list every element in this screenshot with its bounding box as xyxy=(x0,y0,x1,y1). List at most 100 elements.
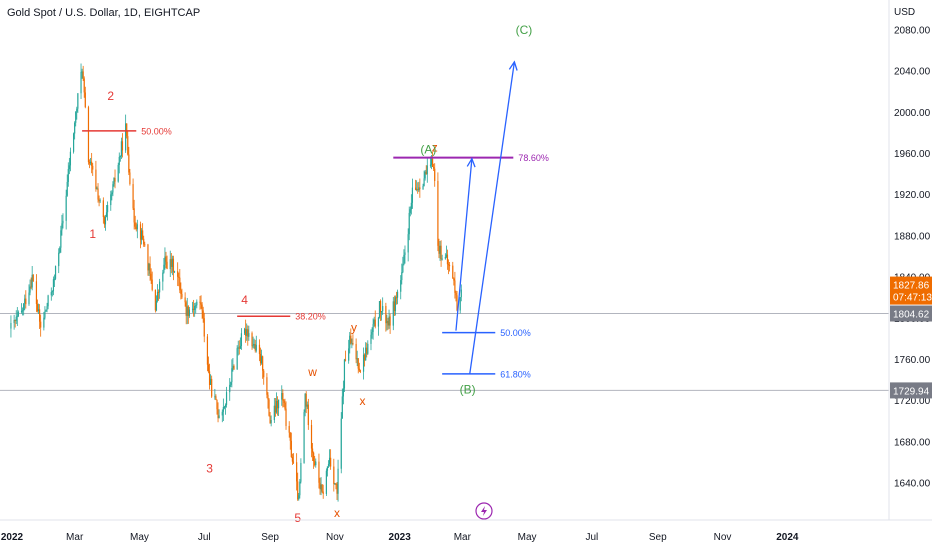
candle-body xyxy=(148,263,150,271)
candle-body xyxy=(201,304,203,311)
candle-body xyxy=(408,212,410,235)
candle-body xyxy=(65,195,67,221)
candle-body xyxy=(67,169,69,182)
x-tick-label: 2023 xyxy=(389,532,412,543)
candle-body xyxy=(134,222,136,227)
candle-body xyxy=(233,365,235,370)
candle-body xyxy=(95,169,97,190)
candle-body xyxy=(320,484,322,490)
candle-body xyxy=(139,224,142,240)
candle-body xyxy=(45,309,47,312)
candle-body xyxy=(244,328,246,334)
candle-body xyxy=(340,418,342,469)
candle-body xyxy=(35,281,38,305)
fib-level-label: 61.80% xyxy=(500,369,531,379)
candle-body xyxy=(46,306,48,310)
candle-body xyxy=(52,279,55,292)
candle-body xyxy=(159,281,161,293)
candle-body xyxy=(291,457,293,462)
candle-body xyxy=(355,343,357,360)
candle-body xyxy=(424,171,426,179)
candle-body xyxy=(191,308,194,310)
candle-body xyxy=(218,415,220,419)
candle-body xyxy=(372,324,374,333)
candle-body xyxy=(378,301,381,318)
candle-body xyxy=(402,264,404,273)
candle-body xyxy=(196,301,198,306)
candle-body xyxy=(58,252,60,267)
x-tick-label: Nov xyxy=(326,532,344,543)
candle-body xyxy=(303,412,305,463)
candle-body xyxy=(17,312,19,316)
candle-body xyxy=(268,399,270,416)
candle-body xyxy=(150,273,152,280)
wave-label: (A) xyxy=(420,143,436,157)
candle-body xyxy=(178,276,180,278)
candle-body xyxy=(43,317,45,328)
candle-body xyxy=(352,343,354,345)
candle-body xyxy=(237,347,239,349)
candle-body xyxy=(276,400,279,409)
candle-body xyxy=(429,164,432,166)
candle-body xyxy=(333,466,335,485)
candle-body xyxy=(68,165,70,170)
candle-body xyxy=(253,344,255,346)
candle-body xyxy=(362,354,365,372)
candle-body xyxy=(381,311,383,313)
candle-body xyxy=(171,258,173,267)
candle-body xyxy=(292,461,295,463)
candle-body xyxy=(440,245,442,259)
candle-body xyxy=(407,234,409,253)
candle-body xyxy=(80,71,82,94)
candle-body xyxy=(77,93,79,109)
candle-body xyxy=(328,457,331,465)
candle-body xyxy=(40,321,42,328)
x-tick-label: 2024 xyxy=(776,532,799,543)
candle-body xyxy=(112,184,114,193)
candle-body xyxy=(165,256,167,262)
y-tick-label: 2000.00 xyxy=(894,108,931,119)
candle-body xyxy=(164,256,166,265)
candle-body xyxy=(177,271,179,277)
candle-body xyxy=(214,396,216,398)
candle-body xyxy=(16,315,18,317)
candle-body xyxy=(269,415,271,424)
candle-body xyxy=(330,457,332,467)
last-price-label: 1827.86 xyxy=(893,281,930,292)
arrow-head xyxy=(508,60,518,71)
candle-body xyxy=(247,329,249,337)
fib-level-label: 50.00% xyxy=(500,328,531,338)
candle-body xyxy=(259,354,262,364)
candle-body xyxy=(452,265,454,279)
candle-body xyxy=(349,335,351,349)
candle-body xyxy=(30,286,32,288)
candle-body xyxy=(410,202,412,210)
x-tick-label: May xyxy=(130,532,149,543)
candle-body xyxy=(258,344,261,355)
candle-body xyxy=(125,123,127,151)
candle-body xyxy=(126,123,128,137)
candle-body xyxy=(231,368,233,383)
candle-body xyxy=(343,359,346,389)
candle-body xyxy=(51,291,53,293)
wave-label: w xyxy=(307,365,317,379)
candle-body xyxy=(157,291,160,293)
candle-body xyxy=(387,320,389,326)
candle-body xyxy=(255,344,257,351)
candle-body xyxy=(417,189,419,191)
candle-body xyxy=(351,343,353,345)
candle-body xyxy=(430,158,433,165)
candle-body xyxy=(14,320,16,322)
wave-label: z xyxy=(432,140,438,154)
candle-body xyxy=(60,230,62,248)
candle-body xyxy=(99,200,101,202)
candle-body xyxy=(54,266,57,279)
candle-body xyxy=(300,462,302,482)
candle-body xyxy=(288,425,290,433)
wave-label: x xyxy=(359,394,365,408)
candle-body xyxy=(370,334,372,344)
candle-body xyxy=(133,208,135,223)
y-tick-label: 1920.00 xyxy=(894,190,931,201)
